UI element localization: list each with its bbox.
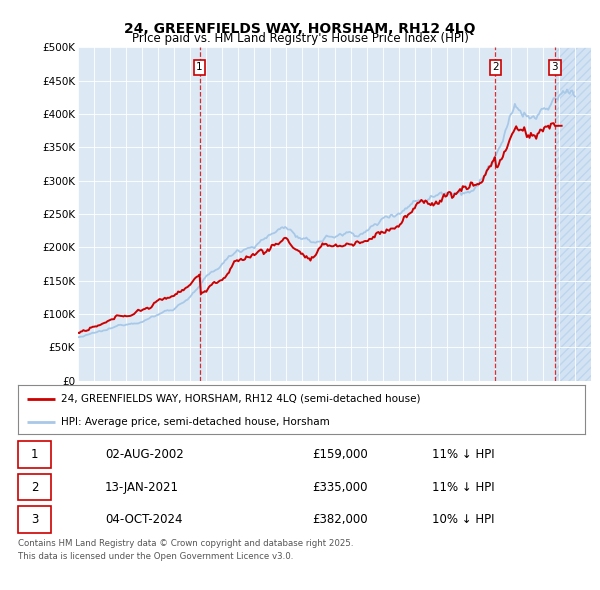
- Text: £382,000: £382,000: [312, 513, 368, 526]
- Text: £159,000: £159,000: [312, 448, 368, 461]
- Text: Contains HM Land Registry data © Crown copyright and database right 2025.: Contains HM Land Registry data © Crown c…: [18, 539, 353, 548]
- Text: 3: 3: [31, 513, 38, 526]
- Text: 13-JAN-2021: 13-JAN-2021: [105, 480, 179, 494]
- Bar: [556, 47, 591, 381]
- Text: HPI: Average price, semi-detached house, Horsham: HPI: Average price, semi-detached house,…: [61, 417, 329, 427]
- Text: 24, GREENFIELDS WAY, HORSHAM, RH12 4LQ: 24, GREENFIELDS WAY, HORSHAM, RH12 4LQ: [124, 22, 476, 36]
- Text: 10% ↓ HPI: 10% ↓ HPI: [432, 513, 494, 526]
- Text: 24, GREENFIELDS WAY, HORSHAM, RH12 4LQ (semi-detached house): 24, GREENFIELDS WAY, HORSHAM, RH12 4LQ (…: [61, 394, 420, 404]
- Text: 2: 2: [31, 480, 38, 494]
- Text: 04-OCT-2024: 04-OCT-2024: [105, 513, 182, 526]
- Text: 02-AUG-2002: 02-AUG-2002: [105, 448, 184, 461]
- Text: Price paid vs. HM Land Registry's House Price Index (HPI): Price paid vs. HM Land Registry's House …: [131, 32, 469, 45]
- Text: 11% ↓ HPI: 11% ↓ HPI: [432, 480, 494, 494]
- Bar: [556, 47, 591, 381]
- Text: 1: 1: [31, 448, 38, 461]
- Text: 1: 1: [196, 62, 203, 72]
- Text: This data is licensed under the Open Government Licence v3.0.: This data is licensed under the Open Gov…: [18, 552, 293, 560]
- Text: 3: 3: [551, 62, 558, 72]
- Text: 11% ↓ HPI: 11% ↓ HPI: [432, 448, 494, 461]
- Text: £335,000: £335,000: [312, 480, 367, 494]
- Text: 2: 2: [492, 62, 499, 72]
